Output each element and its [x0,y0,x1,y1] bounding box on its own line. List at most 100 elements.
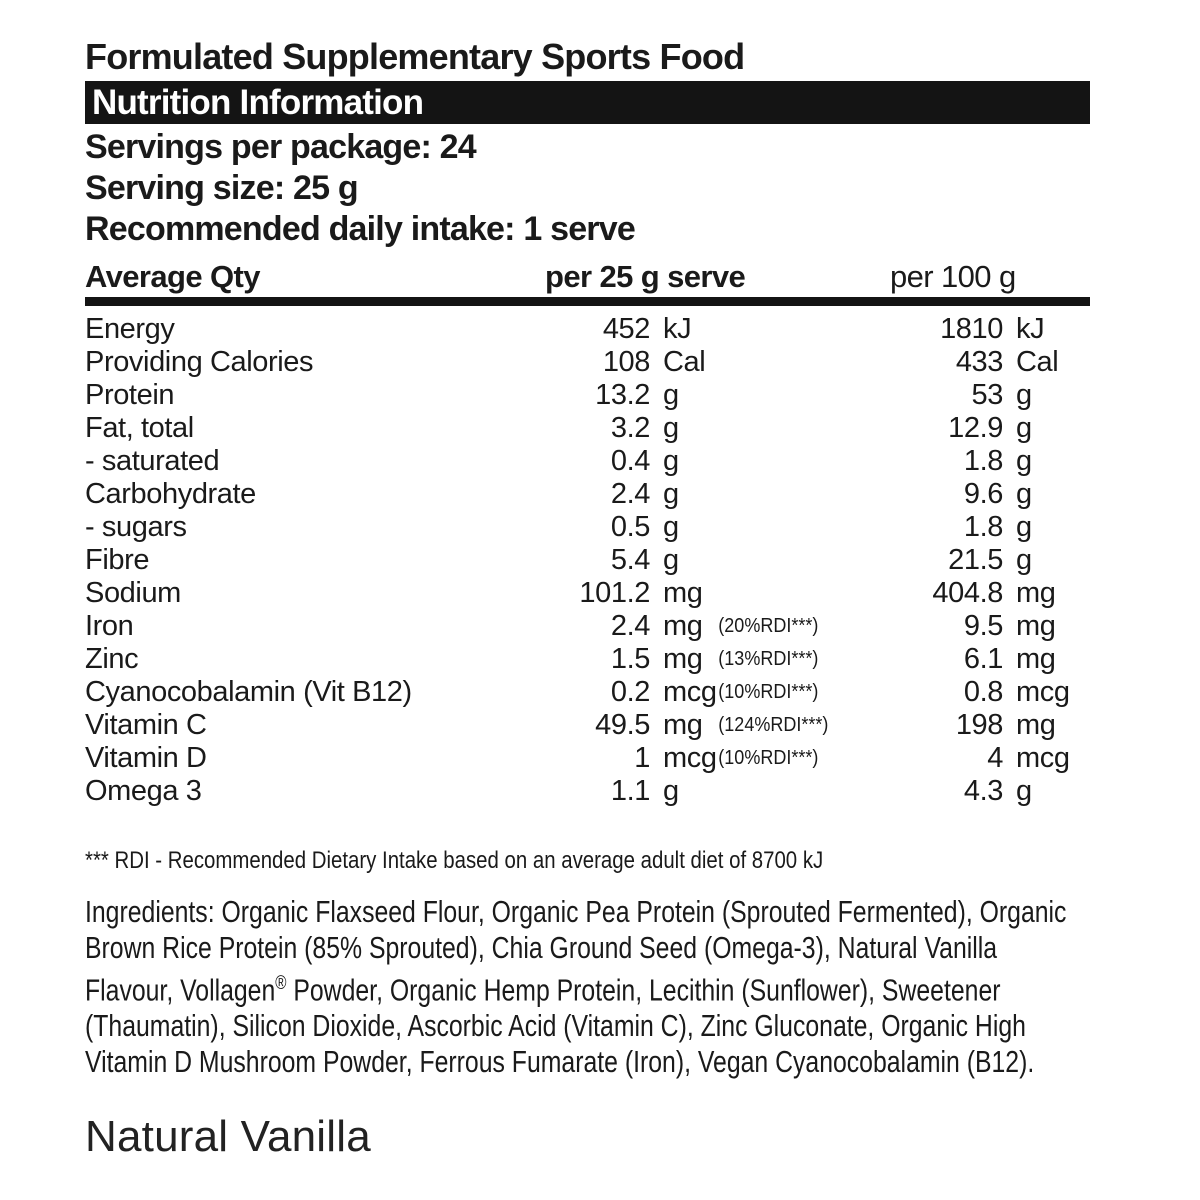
nutrient-name: Protein [85,379,175,411]
rdi-percent-note: (124%RDI***) [718,714,829,736]
flavour-name: Natural Vanilla [85,1112,371,1161]
nutrient-name: Omega 3 [85,775,202,807]
per-serve-value: 452 [602,313,651,345]
table-row: Energy 452 kJ 1810 kJ [85,313,1090,346]
nutrient-name: Vitamin D [85,742,207,774]
per-serve-value: 13.2 [595,379,650,411]
per-serve-unit: kJ [663,313,692,345]
per-serve-value: 0.2 [610,676,651,708]
table-row: Fibre 5.4 g 21.5 g [85,544,1090,577]
per-100g-value: 1810 [940,313,1003,345]
per-100g-value: 6.1 [963,643,1004,675]
ingredients-paragraph: Ingredients: Organic Flaxseed Flour, Org… [85,894,1090,1080]
per-serve-value: 0.5 [610,511,651,543]
per-100g-value: 4.3 [963,775,1004,807]
rdi-percent-note [712,478,872,511]
table-row: Vitamin D 1 mcg (10%RDI***) 4 mcg [85,742,1090,775]
rdi-percent-note [712,346,872,379]
table-row: Omega 3 1.1 g 4.3 g [85,775,1090,808]
per-100g-unit: g [1016,445,1032,477]
rdi-percent-note: (20%RDI***) [718,615,819,637]
rdi-footnote: *** RDI - Recommended Dietary Intake bas… [85,847,824,874]
per-100g-value: 4 [987,742,1003,774]
registered-trademark-symbol: ® [275,973,287,994]
column-header-average-qty: Average Qty [85,259,260,294]
per-serve-value: 1 [634,742,650,774]
rdi-percent-note [712,412,872,445]
per-serve-unit: mg [663,709,703,741]
per-serve-unit: mg [663,643,703,675]
per-serve-unit: g [663,544,679,576]
nutrient-name: Zinc [85,643,139,675]
per-serve-value: 3.2 [610,412,651,444]
table-row: - sugars 0.5 g 1.8 g [85,511,1090,544]
per-100g-unit: mg [1016,577,1056,609]
per-100g-unit: Cal [1016,346,1059,378]
nutrition-table-body: Energy 452 kJ 1810 kJ Providing Calories… [85,306,1090,808]
per-100g-unit: mg [1016,610,1056,642]
per-100g-value: 0.8 [963,676,1004,708]
per-100g-value: 198 [955,709,1004,741]
nutrient-name: Cyanocobalamin (Vit B12) [85,676,412,708]
rdi-percent-note [712,544,872,577]
nutrient-name: Providing Calories [85,346,314,378]
nutrient-name: Sodium [85,577,181,609]
table-row: Fat, total 3.2 g 12.9 g [85,412,1090,445]
per-serve-value: 0.4 [610,445,651,477]
table-row: Zinc 1.5 mg (13%RDI***) 6.1 mg [85,643,1090,676]
rdi-percent-note [712,511,872,544]
per-100g-value: 1.8 [963,445,1004,477]
per-100g-unit: kJ [1016,313,1045,345]
per-serve-unit: g [663,775,679,807]
rdi-percent-note: (13%RDI***) [718,648,819,670]
product-type-title: Formulated Supplementary Sports Food [85,36,745,77]
per-100g-unit: g [1016,544,1032,576]
per-serve-unit: g [663,379,679,411]
per-100g-unit: g [1016,511,1032,543]
ingredients-text-before-mark: Ingredients: Organic Flaxseed Flour, Org… [85,894,1067,1008]
per-100g-unit: g [1016,379,1032,411]
per-serve-value: 5.4 [610,544,651,576]
table-row: Providing Calories 108 Cal 433 Cal [85,346,1090,379]
per-100g-value: 21.5 [948,544,1003,576]
rdi-percent-note: (10%RDI***) [718,681,819,703]
per-serve-unit: mcg [663,676,717,708]
per-serve-unit: Cal [663,346,706,378]
per-100g-unit: mcg [1016,676,1070,708]
per-serve-unit: mcg [663,742,717,774]
nutrition-information-title: Nutrition Information [92,82,424,122]
nutrient-name: Iron [85,610,134,642]
ingredients-text-after-mark: Powder, Organic Hemp Protein, Lecithin (… [85,972,1035,1080]
nutrition-label: Formulated Supplementary Sports Food Nut… [85,36,1090,1080]
table-row: Protein 13.2 g 53 g [85,379,1090,412]
per-100g-value: 9.6 [963,478,1004,510]
per-serve-unit: g [663,412,679,444]
nutrient-name: Fat, total [85,412,194,444]
per-100g-unit: g [1016,478,1032,510]
per-serve-unit: g [663,478,679,510]
nutrient-name: Fibre [85,544,150,576]
nutrient-name: Vitamin C [85,709,207,741]
table-header-row: Average Qty per 25 g serve per 100 g [85,258,1090,295]
table-row: Sodium 101.2 mg 404.8 mg [85,577,1090,610]
serving-size-line: Serving size: 25 g [85,169,359,207]
per-100g-unit: mg [1016,709,1056,741]
nutrient-name: Carbohydrate [85,478,256,510]
per-serve-value: 1.1 [610,775,651,807]
per-100g-value: 404.8 [932,577,1003,609]
per-serve-unit: mg [663,610,703,642]
nutrient-name: Energy [85,313,175,345]
per-100g-value: 53 [971,379,1004,411]
rdi-percent-note: (10%RDI***) [718,747,819,769]
per-100g-value: 9.5 [963,610,1004,642]
table-row: Carbohydrate 2.4 g 9.6 g [85,478,1090,511]
per-100g-unit: g [1016,412,1032,444]
nutrition-information-bar: Nutrition Information [85,81,1090,124]
rdi-percent-note [712,577,872,610]
nutrient-name: - sugars [85,511,187,543]
serving-info-block: Servings per package: 24 Serving size: 2… [85,127,1090,250]
daily-intake-line: Recommended daily intake: 1 serve [85,210,636,248]
servings-per-package-line: Servings per package: 24 [85,128,477,166]
per-serve-value: 49.5 [595,709,650,741]
table-row: Vitamin C 49.5 mg (124%RDI***) 198 mg [85,709,1090,742]
